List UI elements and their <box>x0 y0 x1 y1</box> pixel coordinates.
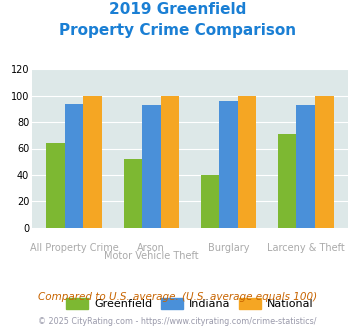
Text: Burglary: Burglary <box>208 243 249 252</box>
Text: Arson: Arson <box>137 243 165 252</box>
Bar <box>315 96 334 228</box>
Text: 2019 Greenfield: 2019 Greenfield <box>109 2 246 16</box>
Bar <box>65 104 83 228</box>
Bar <box>278 134 296 228</box>
Bar <box>124 159 142 228</box>
Bar <box>201 175 219 228</box>
Bar <box>296 105 315 228</box>
Bar <box>219 101 238 228</box>
Bar <box>46 143 65 228</box>
Bar <box>142 105 160 228</box>
Bar <box>160 96 179 228</box>
Text: Larceny & Theft: Larceny & Theft <box>267 243 345 252</box>
Text: Property Crime Comparison: Property Crime Comparison <box>59 23 296 38</box>
Text: © 2025 CityRating.com - https://www.cityrating.com/crime-statistics/: © 2025 CityRating.com - https://www.city… <box>38 317 317 326</box>
Text: All Property Crime: All Property Crime <box>30 243 119 252</box>
Bar <box>83 96 102 228</box>
Bar <box>238 96 256 228</box>
Text: Compared to U.S. average. (U.S. average equals 100): Compared to U.S. average. (U.S. average … <box>38 292 317 302</box>
Text: Motor Vehicle Theft: Motor Vehicle Theft <box>104 251 199 261</box>
Legend: Greenfield, Indiana, National: Greenfield, Indiana, National <box>62 293 318 314</box>
